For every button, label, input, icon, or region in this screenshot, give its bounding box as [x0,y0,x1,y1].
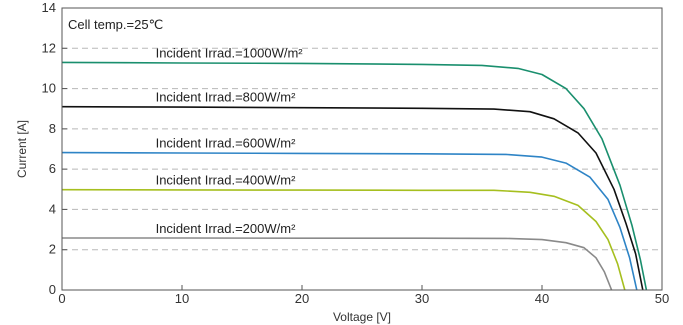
gridlines [62,47,662,251]
y-tick-label: 14 [42,0,56,15]
series-line [62,237,613,291]
series-line [61,105,644,291]
cell-temperature-annotation: Cell temp.=25℃ [68,17,163,32]
series-label: Incident Irrad.=400W/m² [156,173,296,188]
y-tick-label: 12 [42,40,56,55]
y-axis-ticks: 0 2 4 6 8 10 12 14 [42,0,67,297]
series-label: Incident Irrad.=800W/m² [156,90,296,105]
series-line [61,151,638,291]
series-label: Incident Irrad.=1000W/m² [156,45,304,60]
series-lines [61,61,648,291]
series-label: Incident Irrad.=200W/m² [156,221,296,236]
y-tick-label: 8 [49,121,56,136]
series-line [61,61,648,291]
y-axis-title: Current [A] [15,120,29,178]
x-tick-label: 10 [175,291,189,306]
y-tick-label: 4 [49,201,56,216]
y-tick-label: 2 [49,242,56,257]
x-axis-title: Voltage [V] [333,310,391,324]
x-tick-label: 20 [295,291,309,306]
x-tick-label: 50 [655,291,669,306]
plot-area-frame [61,7,663,291]
y-tick-label: 10 [42,81,56,96]
series-label: Incident Irrad.=600W/m² [156,136,296,151]
x-tick-label: 30 [415,291,429,306]
y-tick-label: 6 [49,161,56,176]
x-axis-ticks: 0 10 20 30 40 50 [58,285,669,306]
x-tick-label: 0 [58,291,65,306]
series-line [61,188,626,291]
x-tick-label: 40 [535,291,549,306]
series-labels: Incident Irrad.=1000W/m² Incident Irrad.=… [156,45,304,236]
y-tick-label: 0 [49,282,56,297]
